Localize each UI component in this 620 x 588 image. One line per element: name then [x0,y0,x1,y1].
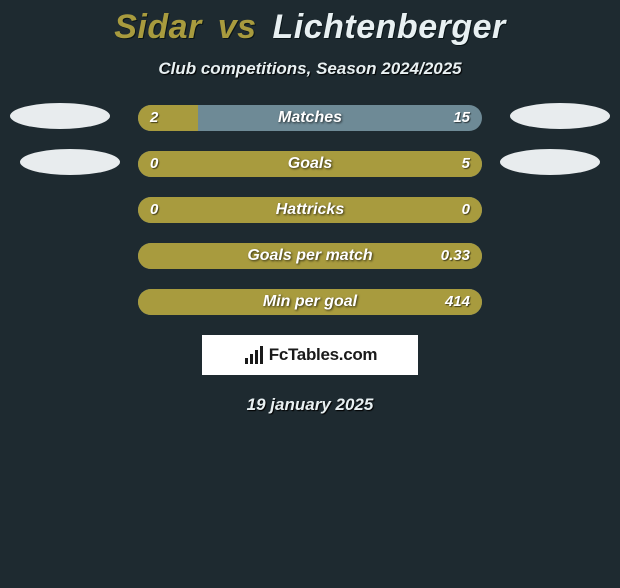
decorative-oval [510,103,610,129]
decorative-oval [20,149,120,175]
decorative-oval [500,149,600,175]
player1-name: Sidar [114,8,202,46]
stat-row: 00Hattricks [138,197,482,223]
stat-label: Goals per match [138,243,482,269]
stat-label: Hattricks [138,197,482,223]
stat-row: 0.33Goals per match [138,243,482,269]
player2-name: Lichtenberger [273,8,506,46]
chart-area: 215Matches 05Goals 00Hattricks 0.33Goals pe… [0,105,620,315]
stat-row: 414Min per goal [138,289,482,315]
stat-label: Min per goal [138,289,482,315]
bars-icon [243,344,265,366]
decorative-oval [10,103,110,129]
comparison-title: Sidar vs Lichtenberger [0,8,620,47]
branding-box: FcTables.com [202,335,418,375]
subtitle: Club competitions, Season 2024/2025 [0,59,620,79]
branding-text: FcTables.com [269,345,378,365]
stat-row: 05Goals [138,151,482,177]
stat-label: Matches [138,105,482,131]
vs-text: vs [218,8,257,46]
stat-row: 215Matches [138,105,482,131]
date-text: 19 january 2025 [0,395,620,415]
stat-label: Goals [138,151,482,177]
